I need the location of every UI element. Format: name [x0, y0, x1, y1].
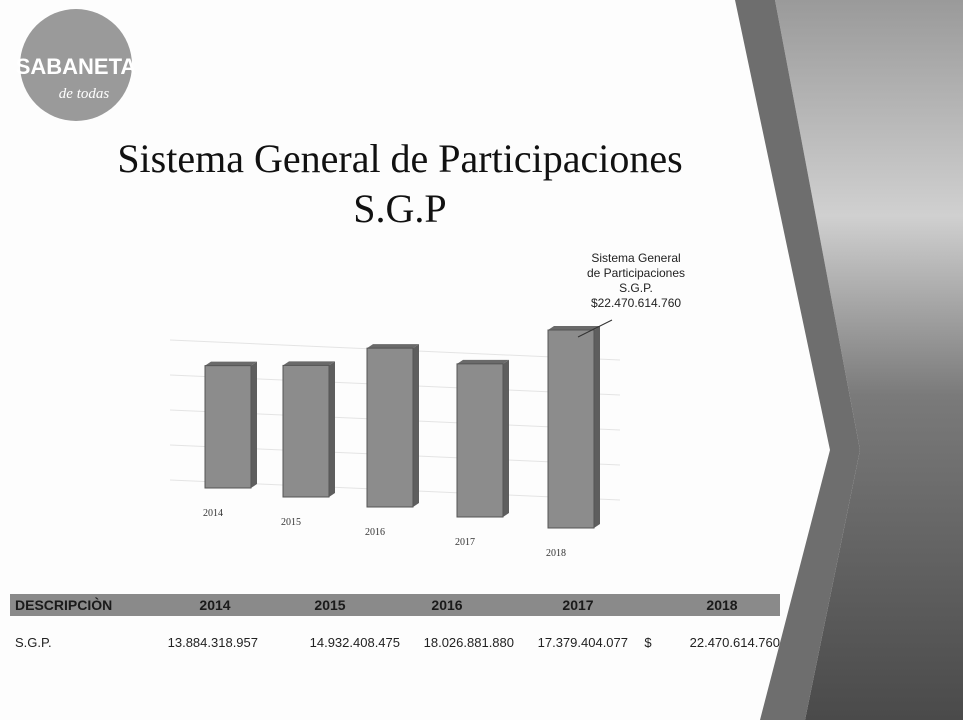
table-header: 2016 [431, 597, 462, 613]
table-cell: 14.932.408.475 [310, 635, 400, 650]
table-header: 2015 [314, 597, 345, 613]
bar [457, 364, 503, 517]
table-header: 2014 [199, 597, 230, 613]
bar [205, 366, 251, 488]
annotation: de Participaciones [587, 266, 685, 280]
bar-top [283, 361, 335, 365]
bar-top [367, 344, 419, 348]
chart-title: S.G.P [353, 186, 446, 231]
bar [548, 330, 594, 528]
annotation: $22.470.614.760 [591, 296, 681, 310]
table-cell: S.G.P. [15, 635, 52, 650]
bar-side [329, 361, 335, 497]
table-cell: $ [644, 635, 652, 650]
table-cell: 17.379.404.077 [538, 635, 628, 650]
chart-title: Sistema General de Participaciones [117, 136, 682, 181]
bar-side [594, 326, 600, 528]
x-tick-label: 2015 [281, 517, 301, 528]
table-header: 2018 [706, 597, 737, 613]
bar-top [457, 360, 509, 364]
table-header-band [10, 594, 780, 616]
table-cell: 18.026.881.880 [424, 635, 514, 650]
table-header: 2017 [562, 597, 593, 613]
bar-side [503, 360, 509, 517]
annotation: S.G.P. [619, 281, 653, 295]
slide: SABANETA de todas Sistema General de Par… [0, 0, 963, 720]
logo-name: SABANETA [16, 54, 137, 79]
bar-top [205, 362, 257, 366]
bar [283, 365, 329, 497]
x-tick-label: 2014 [203, 508, 223, 519]
bar [367, 348, 413, 507]
table-cell: 13.884.318.957 [168, 635, 258, 650]
x-tick-label: 2017 [455, 537, 475, 548]
table-cell: 22.470.614.760 [690, 635, 780, 650]
x-tick-label: 2016 [365, 527, 385, 538]
table-header: DESCRIPCIÒN [15, 596, 112, 613]
bar-side [413, 344, 419, 507]
annotation: Sistema General [591, 251, 680, 265]
logo-tagline: de todas [59, 86, 110, 102]
x-tick-label: 2018 [546, 548, 566, 559]
bar-side [251, 362, 257, 488]
